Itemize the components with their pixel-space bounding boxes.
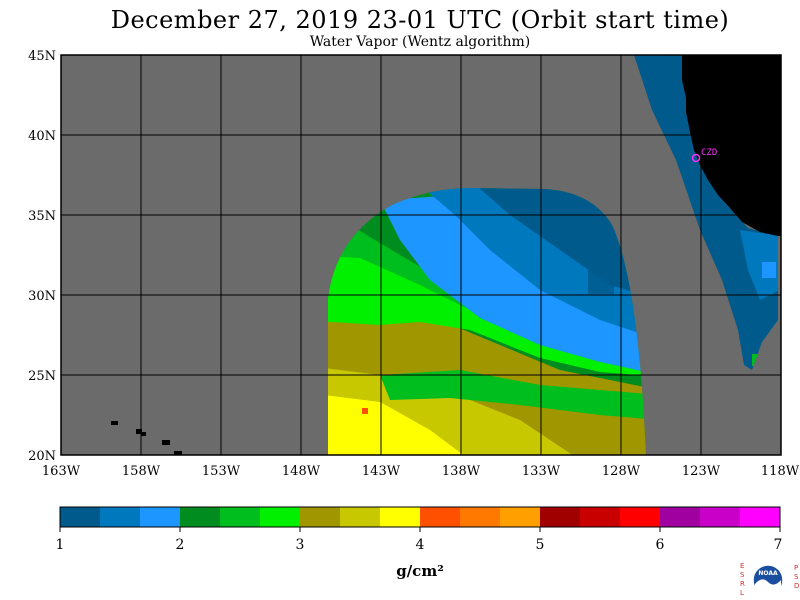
- swath-red-dot: [362, 408, 368, 414]
- colorbar-tick-label: 2: [176, 537, 185, 553]
- lon-label: 153W: [202, 464, 241, 479]
- lon-label: 118W: [761, 464, 800, 479]
- chart-title: December 27, 2019 23-01 UTC (Orbit start…: [110, 6, 730, 34]
- lon-label: 123W: [682, 464, 721, 479]
- north-america-land: [682, 55, 781, 236]
- hawaiian-islands: [111, 421, 182, 455]
- lon-label: 128W: [602, 464, 641, 479]
- colorbar-tick-label: 6: [656, 537, 665, 553]
- colorbar-swatch: [500, 507, 540, 527]
- colorbar-swatch: [340, 507, 380, 527]
- lon-label: 163W: [42, 464, 81, 479]
- colorbar: [59, 506, 781, 528]
- colorbar-swatch: [60, 507, 100, 527]
- lon-label: 158W: [122, 464, 161, 479]
- colorbar-swatch: [220, 507, 260, 527]
- colorbar-swatch: [660, 507, 700, 527]
- lon-label: 133W: [522, 464, 561, 479]
- lat-lon-grid: [61, 55, 781, 455]
- colorbar-swatch: [420, 507, 460, 527]
- longitude-labels: 163W 158W 153W 148W 143W 138W 133W 128W 123W 118W: [42, 464, 800, 479]
- chart-subtitle: Water Vapor (Wentz algorithm): [309, 34, 531, 50]
- station-label: CZD: [701, 148, 717, 158]
- colorbar-swatch: [700, 507, 740, 527]
- colorbar-swatch: [300, 507, 340, 527]
- colorbar-swatch: [100, 507, 140, 527]
- colorbar-swatch: [620, 507, 660, 527]
- colorbar-tick-labels: 1 2 3 4 5 6 7: [56, 527, 783, 553]
- colorbar-swatch: [540, 507, 580, 527]
- colorbar-swatch: [140, 507, 180, 527]
- map-frame: [60, 54, 782, 456]
- lon-label: 138W: [442, 464, 481, 479]
- colorbar-unit-label: g/cm²: [396, 562, 444, 580]
- swath-band-blue: [420, 188, 646, 340]
- swath-band-green-south: [380, 370, 646, 420]
- swath-band-yellow: [328, 392, 470, 455]
- colorbar-swatch: [580, 507, 620, 527]
- colorbar-tick-label: 4: [416, 537, 425, 553]
- lat-label: 25N: [28, 369, 56, 384]
- swath: [328, 188, 646, 455]
- lat-label: 40N: [28, 129, 56, 144]
- colorbar-tick-label: 7: [774, 537, 783, 553]
- lat-label: 35N: [28, 209, 56, 224]
- colorbar-swatch: [180, 507, 220, 527]
- lon-label: 148W: [282, 464, 321, 479]
- station-marker-czd: CZD: [691, 148, 717, 163]
- colorbar-tick-label: 5: [536, 537, 545, 553]
- latitude-labels: 45N 40N 35N 30N 25N 20N: [28, 49, 56, 464]
- colorbar-swatch: [460, 507, 500, 527]
- lat-label: 20N: [28, 449, 56, 464]
- lat-label: 45N: [28, 49, 56, 64]
- colorbar-tick-label: 1: [56, 537, 65, 553]
- colorbar-swatch: [380, 507, 420, 527]
- lat-label: 30N: [28, 289, 56, 304]
- swath-dark-patch: [588, 260, 614, 294]
- swath-band-blue-light: [380, 195, 646, 375]
- noaa-logo-text: NOAA: [758, 570, 778, 577]
- colorbar-tick-label: 3: [296, 537, 305, 553]
- colorbar-swatch: [740, 507, 780, 527]
- colorbar-swatch: [260, 507, 300, 527]
- lon-label: 143W: [362, 464, 401, 479]
